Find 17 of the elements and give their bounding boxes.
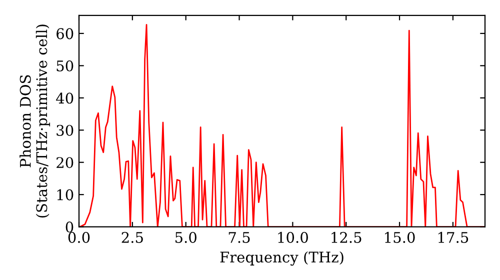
y-axis-title: Phonon DOS (States/THz·primitive cell) <box>20 24 50 218</box>
x-tick-label: 10.0 <box>278 232 308 243</box>
y-tick-label: 30 <box>56 124 74 136</box>
y-tick-label: 40 <box>56 92 74 104</box>
y-tick-label: 10 <box>57 189 74 200</box>
y-tick-label: 50 <box>56 60 74 72</box>
x-tick-label: 7.5 <box>228 232 250 243</box>
y-tick-label: 0 <box>66 222 74 233</box>
x-axis-title: Frequency (THz) <box>220 251 344 266</box>
x-tick-label: 17.5 <box>438 232 468 243</box>
x-tick-label: 15.0 <box>385 232 415 243</box>
x-tick-label: 12.5 <box>332 232 362 243</box>
x-tick-label: 5.0 <box>175 232 196 243</box>
x-tick-label: 2.5 <box>122 232 143 243</box>
x-tick-label: 0.0 <box>68 232 90 243</box>
y-tick-label: 20 <box>56 157 74 168</box>
y-tick-label: 60 <box>56 28 74 40</box>
